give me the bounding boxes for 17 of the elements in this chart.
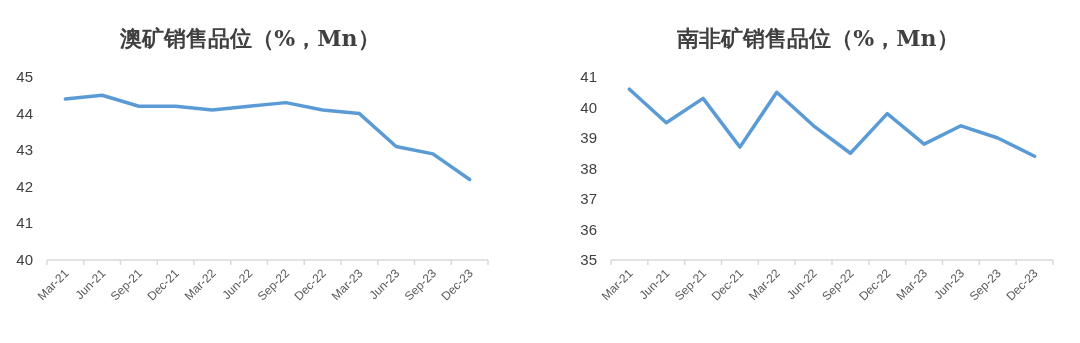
y-tick-label: 42 [16, 177, 33, 195]
y-tick-label: 40 [16, 251, 33, 268]
y-tick-label: 36 [580, 220, 597, 238]
y-tick-label: 41 [580, 68, 597, 85]
chart-title: 澳矿销售品位（%，Mn） [119, 25, 380, 51]
y-tick-label: 44 [16, 104, 33, 122]
y-tick-label: 43 [16, 141, 33, 159]
y-tick-label: 38 [580, 159, 597, 177]
line-series [63, 93, 472, 182]
chart-title: 南非矿销售品位（%，Mn） [676, 25, 959, 51]
y-tick-label: 45 [16, 68, 33, 85]
y-tick-label: 39 [580, 129, 597, 146]
y-tick-label: 37 [580, 190, 597, 207]
y-tick-label: 35 [580, 251, 597, 268]
y-tick-label: 40 [580, 98, 597, 116]
line-series [627, 87, 1037, 159]
y-tick-label: 41 [16, 214, 33, 232]
